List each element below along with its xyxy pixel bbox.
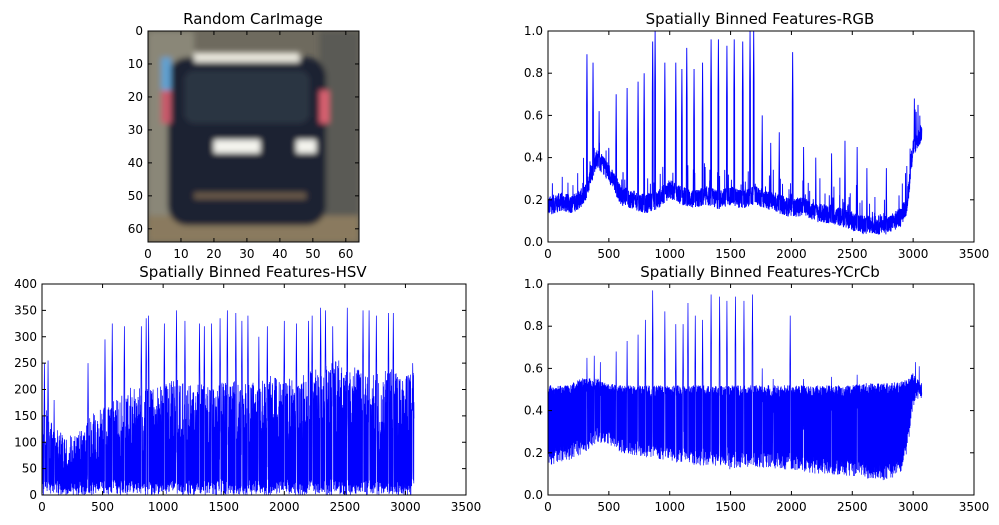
y-tick-label: 100	[14, 435, 37, 449]
y-tick-label: 30	[128, 123, 143, 137]
y-tick-label: 400	[14, 277, 37, 291]
x-tick-label: 3000	[390, 500, 421, 514]
x-tick-label: 0	[38, 500, 46, 514]
hsv-plot-title: Spatially Binned Features-HSV	[139, 263, 367, 281]
x-tick-label: 2500	[837, 247, 868, 261]
x-tick-label: 3000	[898, 247, 929, 261]
x-tick-label: 500	[597, 247, 620, 261]
y-tick-label: 200	[14, 383, 37, 397]
x-tick-label: 1500	[208, 500, 239, 514]
car-image-frame	[147, 30, 360, 243]
hsv-series-line	[42, 307, 415, 495]
x-tick-label: 3500	[959, 247, 990, 261]
y-tick-label: 250	[14, 356, 37, 370]
ycrcb-plot-axes: 0 500 1000 1500 2000 2500 3000 3500 0.0 0.2 0.4 0.6…	[524, 277, 989, 514]
car-image-title: Random CarImage	[183, 10, 323, 28]
x-tick-label: 3500	[451, 500, 482, 514]
x-tick-label: 1500	[715, 500, 746, 514]
ycrcb-series-line	[548, 290, 923, 481]
rgb-plot-frame	[547, 30, 975, 243]
x-tick-label: 10	[173, 247, 188, 261]
x-tick-label: 1000	[148, 500, 179, 514]
hsv-plot-axes: 0 500 1000 1500 2000 2500 3000 3500 0 50 100 150 200…	[14, 277, 481, 514]
rgb-plot-panel: Spatially Binned Features-RGB 0 500 1000 15…	[524, 10, 989, 261]
y-tick-label: 50	[22, 462, 37, 476]
x-tick-label: 1000	[654, 247, 685, 261]
y-tick-label: 40	[128, 156, 143, 170]
x-tick-label: 1000	[654, 500, 685, 514]
ycrcb-plot-panel: Spatially Binned Features-YCrCb 0 500 1000…	[524, 263, 989, 514]
x-tick-label: 0	[544, 247, 552, 261]
ycrcb-plot-frame	[547, 283, 975, 496]
x-tick-label: 20	[206, 247, 221, 261]
y-tick-label: 0.0	[524, 488, 543, 502]
y-tick-label: 0.8	[524, 319, 543, 333]
x-tick-label: 1500	[715, 247, 746, 261]
y-tick-label: 0.4	[524, 404, 543, 418]
y-tick-label: 20	[128, 90, 143, 104]
y-tick-label: 0.4	[524, 151, 543, 165]
y-tick-label: 350	[14, 303, 37, 317]
x-tick-label: 3000	[898, 500, 929, 514]
y-tick-label: 300	[14, 330, 37, 344]
hsv-plot-panel: Spatially Binned Features-HSV 0 500 1000 15…	[14, 263, 481, 514]
x-tick-label: 2500	[330, 500, 361, 514]
x-tick-label: 500	[91, 500, 114, 514]
y-tick-label: 50	[128, 189, 143, 203]
y-tick-label: 150	[14, 409, 37, 423]
x-tick-label: 2000	[776, 247, 807, 261]
x-tick-label: 2000	[776, 500, 807, 514]
x-tick-label: 500	[597, 500, 620, 514]
x-tick-label: 2000	[269, 500, 300, 514]
x-tick-label: 50	[305, 247, 320, 261]
car-image	[148, 31, 359, 242]
y-tick-label: 0.0	[524, 235, 543, 249]
y-tick-label: 0.8	[524, 66, 543, 80]
x-tick-label: 30	[239, 247, 254, 261]
hsv-plot-area	[42, 307, 415, 495]
rgb-plot-title: Spatially Binned Features-RGB	[646, 10, 875, 28]
x-tick-label: 40	[272, 247, 287, 261]
car-image-pixels	[148, 31, 359, 242]
ycrcb-plot-area	[548, 290, 923, 481]
x-tick-label: 0	[544, 500, 552, 514]
y-tick-label: 1.0	[524, 24, 543, 38]
y-tick-label: 1.0	[524, 277, 543, 291]
y-tick-label: 0.2	[524, 446, 543, 460]
y-tick-label: 0.2	[524, 193, 543, 207]
rgb-series-line	[548, 31, 923, 235]
x-tick-label: 60	[338, 247, 353, 261]
x-tick-label: 2500	[837, 500, 868, 514]
rgb-plot-area	[548, 31, 923, 235]
y-tick-label: 0.6	[524, 361, 543, 375]
x-tick-label: 0	[144, 247, 152, 261]
y-tick-label: 60	[128, 222, 143, 236]
y-tick-label: 10	[128, 57, 143, 71]
y-tick-label: 0	[29, 488, 37, 502]
car-image-panel: Random CarImage 0 10 20 30 40 50 6001020304050…	[128, 10, 360, 261]
ycrcb-plot-title: Spatially Binned Features-YCrCb	[640, 263, 880, 281]
x-tick-label: 3500	[959, 500, 990, 514]
y-tick-label: 0.6	[524, 108, 543, 122]
rgb-plot-axes: 0 500 1000 1500 2000 2500 3000 3500 0.0 0.2 0.4 0.6…	[524, 24, 989, 261]
y-tick-label: 0	[135, 24, 143, 38]
